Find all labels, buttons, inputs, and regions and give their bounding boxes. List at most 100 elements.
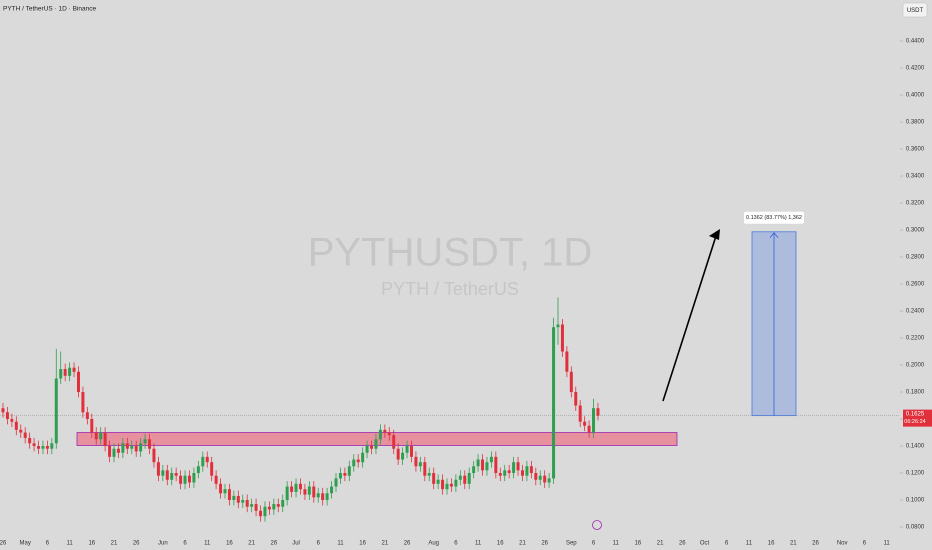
candle-body (245, 500, 249, 507)
candle-body (396, 448, 400, 460)
trend-arrow (662, 235, 717, 402)
x-tick-label: 11 (746, 541, 753, 547)
candle-body (285, 486, 289, 501)
candle-body (507, 470, 511, 474)
x-tick-label: 6 (317, 541, 321, 547)
x-tick-label: Oct (700, 541, 710, 547)
candle-body (556, 324, 560, 328)
x-tick-label: 26 (541, 541, 548, 547)
x-tick-label: 21 (111, 541, 118, 547)
candle-body (161, 470, 165, 476)
x-tick-label: 11 (613, 541, 620, 547)
candle-body (156, 462, 160, 476)
x-tick-label: 21 (519, 541, 526, 547)
x-tick-label: 21 (248, 541, 255, 547)
candle-body (325, 493, 329, 501)
y-tick-label: 0.3400 (906, 174, 925, 180)
event-icon[interactable] (592, 520, 602, 530)
currency: USDT (907, 8, 924, 14)
candle-body (516, 462, 520, 471)
target-label-box (744, 211, 804, 224)
candle-body (45, 446, 49, 449)
candle-body (476, 459, 480, 467)
candle-body (10, 419, 14, 422)
candle-body (223, 489, 227, 494)
x-tick-label: 16 (359, 541, 366, 547)
candle-body (130, 446, 134, 449)
candle-body (494, 456, 498, 474)
candle-body (596, 408, 600, 416)
candle-body (125, 443, 129, 449)
x-tick-label: 16 (497, 541, 504, 547)
candle-body (387, 432, 391, 436)
candle-body (374, 439, 378, 449)
x-tick-label: 6 (183, 541, 187, 547)
candle-body (90, 419, 94, 433)
y-tick-label: 0.2200 (906, 336, 925, 342)
candle-body (587, 425, 591, 433)
candle-body (227, 489, 231, 501)
candle-body (401, 452, 405, 460)
x-tick-label: 26 (679, 541, 686, 547)
y-tick-label: 0.4400 (906, 39, 925, 45)
y-tick-label: 0.2400 (906, 309, 925, 315)
candle-body (272, 504, 276, 510)
candle-body (534, 473, 538, 480)
candle-body (472, 466, 476, 474)
candle-body (68, 367, 72, 376)
x-tick-label: 21 (657, 541, 664, 547)
candle-body (59, 369, 63, 379)
y-tick-label: 0.3200 (906, 201, 925, 207)
y-tick-label: 0.4200 (906, 66, 925, 72)
x-tick-label: 26 (270, 541, 277, 547)
candle-body (5, 412, 9, 420)
x-tick-label: 6 (454, 541, 458, 547)
candle-body (134, 446, 138, 452)
candle-body (454, 479, 458, 487)
y-tick-label: 0.1000 (906, 498, 925, 504)
candle-body (192, 473, 196, 483)
candle-body (436, 479, 440, 484)
candle-body (85, 412, 89, 420)
candle-body (219, 483, 223, 494)
last-price-label: 0.1625 (906, 412, 925, 418)
candle-body (574, 392, 578, 406)
candle-body (32, 443, 36, 447)
candle-body (467, 473, 471, 484)
candle-body (41, 446, 45, 449)
chart-title: PYTH / TetherUS · 1D · Binance (3, 6, 96, 13)
x-tick-label: 16 (768, 541, 775, 547)
candle-body (99, 432, 103, 440)
x-tick-label: 11 (475, 541, 482, 547)
candle-body (179, 475, 183, 484)
x-tick-label: Sep (566, 541, 577, 547)
candle-body (378, 429, 382, 440)
candle-body (356, 459, 360, 463)
candle-body (183, 475, 187, 484)
candle-body (303, 489, 307, 495)
y-tick-label: 0.3600 (906, 147, 925, 153)
x-tick-label: 6 (46, 541, 50, 547)
watermark: PYTHUSDT, 1D (308, 231, 593, 275)
candle-body (481, 459, 485, 471)
candle-body (449, 483, 453, 487)
currency-box[interactable] (902, 2, 928, 18)
candle-body (343, 473, 347, 476)
x-tick-label: Nov (837, 541, 848, 547)
candle-body (165, 470, 169, 480)
candle-body (174, 473, 178, 476)
x-tick-label: Jun (158, 541, 168, 547)
trend-arrow-head (709, 229, 720, 240)
candle-body (485, 462, 489, 471)
candle-body (54, 378, 58, 444)
candle-body (321, 493, 325, 501)
candle-body (405, 446, 409, 453)
x-tick-label: Jul (292, 541, 300, 547)
x-tick-label: 16 (88, 541, 95, 547)
y-tick-label: 0.2600 (906, 282, 925, 288)
candle-body (583, 421, 587, 426)
candle-body (520, 470, 524, 476)
candle-body (152, 448, 156, 463)
candle-body (298, 483, 302, 490)
candle-body (441, 479, 445, 490)
